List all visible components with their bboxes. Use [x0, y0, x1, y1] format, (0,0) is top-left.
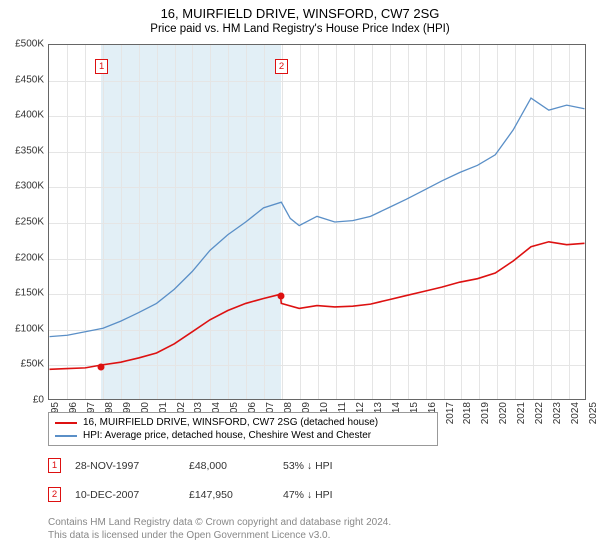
sales-table: 1 28-NOV-1997 £48,000 53% ↓ HPI 2 10-DEC…	[48, 456, 588, 504]
line-series	[49, 45, 585, 399]
license-line: This data is licensed under the Open Gov…	[48, 530, 330, 541]
license-line: Contains HM Land Registry data © Crown c…	[48, 517, 391, 528]
sale-price: £48,000	[189, 460, 269, 472]
legend: 16, MUIRFIELD DRIVE, WINSFORD, CW7 2SG (…	[48, 412, 438, 446]
legend-label: HPI: Average price, detached house, Ches…	[83, 430, 371, 441]
license-text: Contains HM Land Registry data © Crown c…	[48, 516, 588, 542]
legend-item: 16, MUIRFIELD DRIVE, WINSFORD, CW7 2SG (…	[55, 416, 431, 429]
sale-price: £147,950	[189, 489, 269, 501]
plot-area: 12	[48, 44, 586, 400]
sale-date: 10-DEC-2007	[75, 489, 175, 501]
sale-hpi-delta: 47% ↓ HPI	[283, 489, 383, 501]
chart-subtitle: Price paid vs. HM Land Registry's House …	[0, 21, 600, 39]
chart-container: 16, MUIRFIELD DRIVE, WINSFORD, CW7 2SG P…	[0, 0, 600, 560]
legend-item: HPI: Average price, detached house, Ches…	[55, 429, 431, 442]
table-row: 1 28-NOV-1997 £48,000 53% ↓ HPI	[48, 456, 588, 475]
chart-title: 16, MUIRFIELD DRIVE, WINSFORD, CW7 2SG	[0, 0, 600, 21]
sale-date: 28-NOV-1997	[75, 460, 175, 472]
legend-label: 16, MUIRFIELD DRIVE, WINSFORD, CW7 2SG (…	[83, 417, 378, 428]
sale-marker-badge: 1	[48, 458, 61, 473]
legend-swatch-blue	[55, 435, 77, 437]
sale-hpi-delta: 53% ↓ HPI	[283, 460, 383, 472]
table-row: 2 10-DEC-2007 £147,950 47% ↓ HPI	[48, 485, 588, 504]
sale-marker-badge: 2	[48, 487, 61, 502]
legend-swatch-red	[55, 422, 77, 424]
